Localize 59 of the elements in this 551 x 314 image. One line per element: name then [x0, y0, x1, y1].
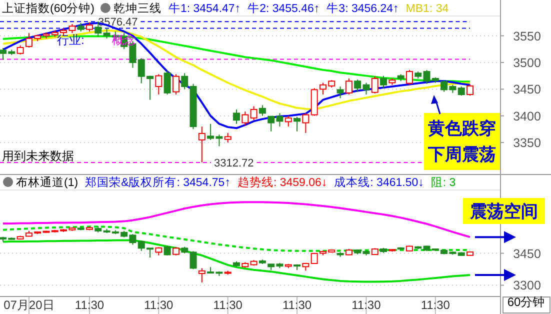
- x-tick-label: 11:30: [213, 298, 243, 312]
- x-tick-label: 11:30: [352, 298, 382, 312]
- x-tick-label: 07月20日: [4, 298, 54, 312]
- text: 牛3: 3456.24↑: [326, 2, 399, 15]
- candlestick: [164, 70, 171, 95]
- chart-title: 上证指数(60分钟): [2, 2, 95, 15]
- y-tick-label: 3350: [513, 136, 541, 150]
- candlestick: [284, 115, 292, 128]
- candlestick: [242, 111, 249, 126]
- text: 郑国荣&版权所有: 3454.75↑: [85, 176, 230, 189]
- annotation: 震荡空间: [469, 202, 538, 221]
- candlestick: [190, 250, 197, 270]
- chart-subtitle: 乾坤三线: [113, 2, 162, 15]
- candlestick: [294, 116, 301, 132]
- candlestick: [336, 86, 344, 99]
- text: 阻: 3: [430, 176, 456, 189]
- line-series: [2, 201, 471, 238]
- candlestick: [250, 106, 258, 121]
- text: 趋势线: 3459.06↓: [237, 176, 328, 189]
- candlestick: [458, 86, 465, 96]
- annotation: 用到未来数据: [2, 149, 74, 163]
- text: 成本线: 3461.50↓: [334, 176, 424, 189]
- candlestick: [181, 72, 188, 90]
- y-tick-label: 3450: [513, 246, 541, 261]
- candlestick: [466, 84, 474, 96]
- text: 牛1: 3454.47↑: [168, 2, 241, 15]
- y-tick-label: 3550: [513, 29, 541, 44]
- x-tick-label: 11:30: [420, 298, 450, 312]
- annotation: 黄色跌穿: [427, 119, 496, 138]
- text: 牛2: 3455.46↑: [248, 2, 320, 15]
- ref-line-label: 3312.72: [214, 157, 254, 170]
- y-tick-label: 3300: [513, 278, 541, 293]
- candlestick: [380, 75, 388, 89]
- x-tick-label: 11:30: [144, 298, 174, 312]
- line-series: [2, 239, 471, 283]
- candlestick: [224, 132, 232, 144]
- candlestick: [155, 74, 162, 95]
- text: 60分钟: [507, 295, 545, 309]
- candlestick: [233, 108, 240, 124]
- annotation: 下周震荡: [427, 145, 496, 164]
- candlestick: [198, 126, 206, 163]
- candlestick: [198, 268, 206, 283]
- annotation: 行业:: [57, 33, 84, 47]
- y-tick-label: 3400: [513, 109, 541, 124]
- candlestick: [371, 76, 378, 94]
- y-tick-label: 3450: [513, 82, 541, 97]
- candlestick: [258, 104, 266, 116]
- candlestick: [406, 69, 413, 86]
- candlestick: [172, 74, 180, 95]
- candlestick: [16, 44, 24, 55]
- chart-title: 布林通道(1): [16, 176, 78, 189]
- candlestick: [86, 22, 93, 32]
- candlestick: [302, 112, 310, 134]
- text: MB1: 34: [406, 3, 450, 15]
- x-tick-label: 11:30: [74, 298, 104, 312]
- candlestick: [164, 245, 171, 256]
- candlestick: [345, 78, 352, 95]
- x-tick-label: 11:30: [282, 298, 312, 312]
- y-tick-label: 3500: [513, 56, 541, 70]
